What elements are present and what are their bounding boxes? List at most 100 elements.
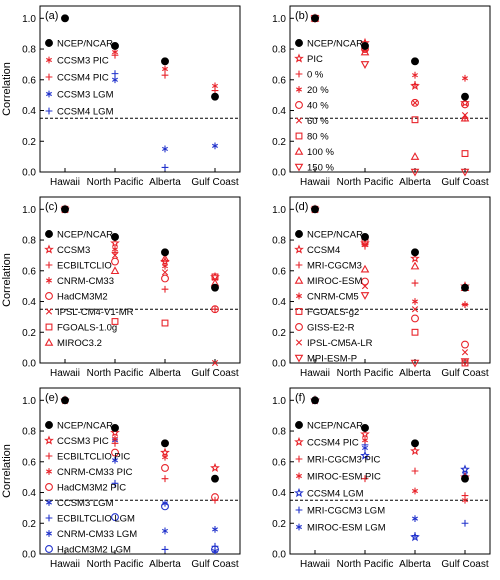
- y-tick-label: 0.8: [272, 427, 286, 438]
- data-point: [411, 116, 419, 124]
- y-tick-label: 0.4: [22, 106, 36, 117]
- legend-marker: [294, 487, 304, 498]
- legend-entry: CNRM-CM33 LGM: [45, 529, 137, 540]
- legend-label: MRI-CGCM3 LGM: [307, 506, 385, 517]
- legend-entry: FGOALS-1.0g: [45, 323, 117, 334]
- data-point: [211, 283, 219, 292]
- data-point: [461, 340, 469, 349]
- data-point: [160, 253, 170, 262]
- panel-b: (b) 0.0 0.2 0.4 0.6 0.8 1.0 Hawaii North Pacific…: [272, 5, 491, 188]
- y-tick-label: 0.6: [272, 266, 286, 277]
- x-tick-label: Gulf Coast: [191, 368, 238, 379]
- legend-marker: [295, 472, 303, 480]
- legend-entry: NCEP/NCAR: [45, 39, 113, 50]
- legend-entry: HadCM3M2 LGM: [45, 545, 131, 556]
- legend-entry: ECBILTCLIO LGM: [45, 514, 135, 525]
- legend-entry: ECBILTCLIO PIC: [45, 452, 130, 463]
- legend-label: CCSM3 PIC: [57, 436, 109, 447]
- data-point: [111, 42, 119, 50]
- y-tick-label: 0.8: [22, 45, 36, 56]
- data-point: [110, 427, 120, 437]
- data-point: [411, 99, 419, 106]
- legend-entry: 80 %: [295, 132, 329, 143]
- legend-marker: [45, 530, 53, 537]
- legend-entry: ECBILTCLIO: [45, 261, 112, 272]
- legend-label: MIROC3.2: [57, 338, 102, 349]
- plot-frame: [39, 196, 241, 364]
- data-point: [410, 261, 420, 270]
- legend-marker: [295, 308, 303, 315]
- legend-entry: PIC: [294, 53, 323, 65]
- legend-entry: NCEP/NCAR: [45, 421, 113, 432]
- data-point: [111, 257, 119, 266]
- legend-marker: [295, 39, 303, 47]
- data-point: [460, 464, 470, 474]
- legend-entry: CCSM3: [44, 244, 90, 256]
- data-point: [461, 150, 469, 157]
- legend-label: HadCM3M2: [57, 292, 108, 303]
- data-point: [111, 318, 119, 325]
- legend-marker: [295, 292, 303, 300]
- legend-marker: [45, 452, 53, 460]
- legend-marker: [294, 436, 304, 447]
- legend-entry: MRI-CGCM3 PIC: [295, 455, 381, 466]
- legend-entry: HadCM3M2 PIC: [45, 483, 126, 494]
- data-point: [161, 65, 169, 73]
- data-point: [361, 233, 369, 241]
- data-point: [61, 14, 69, 23]
- legend-entry: CCSM3 PIC: [44, 435, 109, 447]
- legend-label: 0 %: [307, 70, 324, 81]
- legend-entry: 100 %: [294, 146, 334, 158]
- panel-label: (e): [45, 392, 58, 404]
- legend-entry: CNRM-CM33: [45, 276, 114, 287]
- x-tick-label: Alberta: [399, 177, 431, 188]
- legend-marker: [45, 56, 53, 64]
- legend-entry: NCEP/NCAR: [295, 230, 363, 241]
- x-tick-label: North Pacific: [337, 177, 394, 188]
- data-point: [360, 429, 370, 439]
- data-point: [111, 513, 119, 522]
- data-point: [211, 359, 219, 367]
- y-tick-label: 0.6: [22, 75, 36, 86]
- legend-marker: [295, 86, 303, 93]
- legend-marker: [45, 545, 53, 553]
- data-point: [161, 545, 169, 553]
- legend-entry: NCEP/NCAR: [295, 421, 363, 432]
- legend-entry: MIROC-ESM LGM: [295, 523, 386, 534]
- legend-label: HadCM3M2 LGM: [57, 545, 131, 556]
- data-point: [461, 74, 469, 82]
- legend-label: 80 %: [307, 132, 329, 143]
- legend-label: NCEP/NCAR: [307, 230, 363, 241]
- panel-label: (d): [295, 201, 308, 213]
- x-tick-label: Hawaii: [300, 177, 330, 188]
- legend-marker: [44, 244, 54, 254]
- legend-marker: [295, 101, 303, 109]
- data-point: [61, 205, 69, 214]
- plot-frame: [39, 5, 241, 173]
- data-point: [411, 298, 419, 305]
- y-tick-label: 1.0: [272, 205, 286, 216]
- x-tick-label: Alberta: [149, 368, 181, 379]
- legend-marker: [45, 514, 53, 522]
- x-tick-label: North Pacific: [87, 368, 144, 379]
- legend-entry: 60 %: [295, 116, 329, 127]
- y-tick-label: 0.2: [22, 137, 36, 148]
- x-tick-label: Hawaii: [300, 559, 330, 570]
- panel-c: (c) 0.0 0.2 0.4 0.6 0.8 1.0 Correlation Hawaii No…: [1, 196, 241, 379]
- legend-label: GISS-E2-R: [307, 323, 355, 334]
- x-tick-label: Alberta: [399, 559, 431, 570]
- legend-marker: [45, 292, 53, 300]
- plot-frame: [289, 387, 491, 555]
- data-point: [311, 205, 319, 214]
- legend-marker: [294, 244, 304, 254]
- x-tick-label: Gulf Coast: [441, 177, 488, 188]
- data-point: [361, 42, 369, 50]
- legend-marker: [45, 499, 53, 506]
- legend-label: CNRM-CM33 LGM: [57, 529, 137, 540]
- data-point: [210, 462, 220, 473]
- y-tick-label: 1.0: [272, 396, 286, 407]
- data-point: [160, 256, 170, 266]
- legend-marker: [45, 277, 53, 284]
- legend-entry: CNRM-CM33 PIC: [45, 467, 133, 478]
